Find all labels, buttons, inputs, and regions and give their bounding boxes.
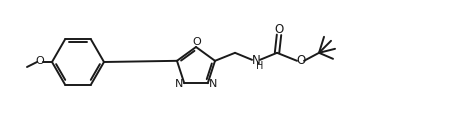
Text: N: N [175,79,183,89]
Text: H: H [256,61,264,71]
Text: O: O [274,23,284,36]
Text: O: O [296,54,306,67]
Text: N: N [252,54,260,67]
Text: O: O [193,37,201,47]
Text: N: N [208,79,217,89]
Text: O: O [35,56,44,66]
